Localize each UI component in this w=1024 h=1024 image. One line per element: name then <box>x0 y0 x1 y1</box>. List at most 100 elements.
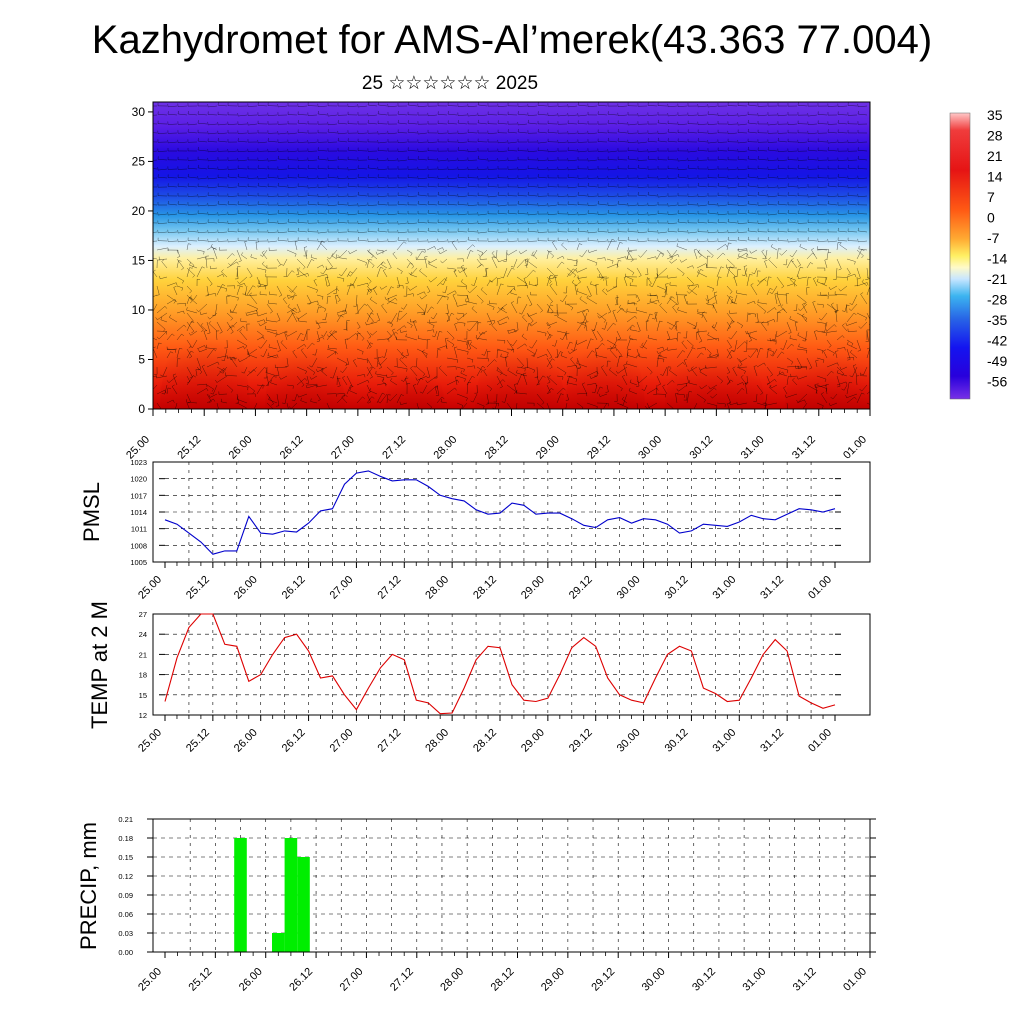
wind-barb <box>572 282 578 287</box>
wind-barb-flag <box>569 341 573 344</box>
wind-barb <box>318 105 328 107</box>
wind-barb <box>248 213 258 215</box>
wind-barb-flag <box>382 392 386 395</box>
wind-barb-flag <box>292 312 296 315</box>
wind-barb-flag <box>368 288 372 291</box>
wind-barb <box>556 387 564 395</box>
wind-barb <box>366 357 373 368</box>
wind-barb <box>484 348 488 356</box>
wind-barb <box>158 150 168 152</box>
wind-barb-flag <box>591 391 595 394</box>
wind-barb <box>726 312 734 323</box>
wind-barb <box>546 249 554 257</box>
wind-barb-flag <box>419 268 422 271</box>
wind-barb <box>338 159 348 161</box>
wind-barb <box>768 221 778 224</box>
wind-barb <box>666 366 669 377</box>
wind-barb-flag <box>579 296 582 300</box>
wind-barb <box>247 354 258 359</box>
wind-barb <box>501 309 508 314</box>
wind-barb <box>523 278 528 287</box>
wind-barb <box>608 150 618 153</box>
wind-barb <box>418 105 428 107</box>
wind-barb <box>696 332 698 341</box>
wind-barb-flag <box>656 273 659 276</box>
wind-barb <box>284 332 288 341</box>
wind-barb-flag <box>402 356 405 359</box>
wind-barb-flag <box>249 275 253 278</box>
wind-barb <box>236 384 249 388</box>
wind-barb <box>848 330 858 332</box>
wind-barb <box>186 348 192 357</box>
wind-barb <box>568 159 578 162</box>
wind-barb-flag <box>772 338 776 341</box>
wind-barb <box>838 105 848 107</box>
wind-barb <box>456 294 468 296</box>
wind-barb <box>262 263 268 269</box>
wind-barb <box>156 375 168 379</box>
wind-barb <box>466 382 469 395</box>
wind-barb <box>458 141 468 143</box>
wind-barb <box>291 285 298 293</box>
wind-barb <box>686 265 693 269</box>
wind-barb-flag <box>364 303 368 307</box>
wind-barb-flag <box>395 297 398 301</box>
wind-barb <box>178 105 188 107</box>
wind-barb <box>588 204 598 206</box>
wind-barb <box>171 386 178 395</box>
wind-barb-flag <box>241 371 245 374</box>
wind-barb <box>523 373 528 386</box>
wind-barb <box>839 244 848 251</box>
wind-barb <box>518 203 528 206</box>
wind-barb <box>226 384 234 391</box>
wind-barb <box>821 393 828 404</box>
wind-barb-flag <box>408 287 411 291</box>
wind-barb <box>258 168 268 170</box>
wind-barb <box>848 212 858 215</box>
wind-barb <box>526 269 534 278</box>
wind-barb-flag <box>190 298 194 301</box>
x-tick-label: 26.00 <box>227 434 255 462</box>
wind-barb <box>609 349 618 359</box>
wind-barb <box>789 318 798 323</box>
wind-barb <box>546 384 551 393</box>
wind-barb <box>392 253 398 260</box>
wind-barb <box>478 114 488 117</box>
wind-barb-flag <box>507 316 510 320</box>
wind-barb <box>338 177 348 180</box>
wind-barb-flag <box>648 283 652 286</box>
wind-barb <box>166 282 177 287</box>
warm-core <box>160 319 250 409</box>
wind-barb-flag <box>634 316 637 319</box>
wind-barb <box>248 239 258 242</box>
wind-barb <box>728 114 738 116</box>
wind-barb <box>636 402 638 409</box>
wind-barb <box>618 105 628 107</box>
wind-barb <box>596 257 605 260</box>
wind-barb <box>206 285 209 296</box>
wind-barb-flag <box>677 307 679 311</box>
wind-barb <box>378 150 388 152</box>
wind-barb <box>586 297 598 305</box>
wind-barb <box>216 285 227 289</box>
wind-barb-flag <box>261 250 265 253</box>
wind-barb-flag <box>227 355 229 359</box>
wind-barb <box>696 312 703 316</box>
wind-barb-flag <box>692 347 696 350</box>
wind-barb-flag <box>670 258 673 261</box>
wind-barb <box>456 366 465 370</box>
wind-barb <box>236 339 248 346</box>
wind-barb <box>538 176 548 179</box>
wind-barb <box>186 350 192 359</box>
wind-barb-flag <box>213 349 217 352</box>
wind-barb-flag <box>804 399 806 403</box>
wind-barb <box>531 253 538 260</box>
y-tick-label: 10 <box>132 303 146 317</box>
wind-barb-flag <box>377 401 381 404</box>
wind-barb <box>856 282 868 287</box>
wind-barb <box>830 402 838 407</box>
wind-barb <box>552 242 558 251</box>
wind-barb <box>266 375 269 386</box>
wind-barb-flag <box>575 341 578 345</box>
